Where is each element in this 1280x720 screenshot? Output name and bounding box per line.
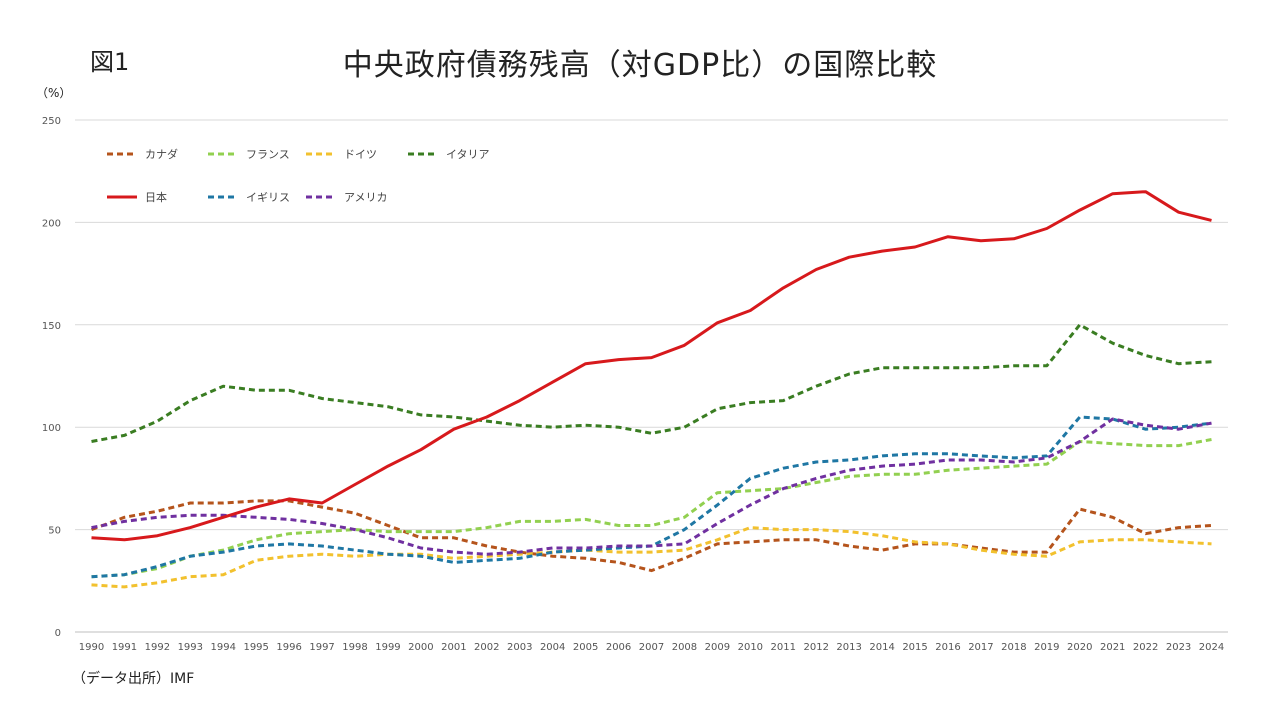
x-tick-label: 2000: [408, 642, 433, 653]
legend-entry: イギリス: [246, 191, 290, 204]
x-tick-label: 2023: [1166, 642, 1191, 653]
y-tick-label: 150: [42, 321, 61, 332]
x-tick-label: 1995: [243, 642, 268, 653]
legend-entry: カナダ: [145, 147, 178, 161]
x-tick-label: 2010: [738, 642, 763, 653]
x-tick-label: 2003: [507, 642, 532, 653]
x-tick-label: 1993: [178, 642, 203, 653]
x-tick-label: 1998: [342, 642, 367, 653]
legend-entry: 日本: [145, 190, 167, 204]
series-line: [91, 526, 1212, 589]
x-tick-label: 2001: [441, 642, 466, 653]
x-tick-label: 2012: [803, 642, 828, 653]
x-tick-label: 2014: [869, 642, 894, 653]
x-tick-label: 2018: [1001, 642, 1026, 653]
series-line: [91, 190, 1212, 542]
x-tick-label: 2024: [1199, 642, 1224, 653]
series-lines: [90, 190, 1212, 589]
y-tick-label: 0: [55, 628, 61, 639]
x-tick-label: 2019: [1034, 642, 1059, 653]
legend-entry: ドイツ: [344, 148, 377, 161]
x-tick-label: 1996: [276, 642, 301, 653]
x-tick-label: 1992: [145, 642, 170, 653]
legend-entry: イタリア: [446, 148, 490, 161]
y-axis-unit-label: （%）: [36, 86, 72, 100]
y-tick-label: 250: [42, 116, 61, 127]
x-tick-label: 2011: [771, 642, 796, 653]
x-tick-label: 2002: [474, 642, 499, 653]
legend-entry: フランス: [246, 148, 290, 161]
x-tick-label: 2004: [540, 642, 565, 653]
x-tick-label: 2022: [1133, 642, 1158, 653]
x-tick-label: 2005: [573, 642, 598, 653]
x-axis-ticks: 1990 1991 1992 1993 1994 1995 1996 1997 1998 1999…: [79, 642, 1225, 653]
x-tick-label: 2015: [902, 642, 927, 653]
legend-entry: アメリカ: [344, 191, 387, 204]
x-tick-label: 1994: [211, 642, 236, 653]
x-tick-label: 2006: [606, 642, 631, 653]
x-tick-label: 2013: [836, 642, 861, 653]
gridlines: [75, 119, 1228, 633]
y-axis-ticks: 0 50 100 150 200 250: [42, 116, 61, 639]
x-tick-label: 2009: [705, 642, 730, 653]
series-line: [91, 323, 1212, 443]
x-tick-label: 1991: [112, 642, 137, 653]
chart-title: 中央政府債務残高（対GDP比）の国際比較: [342, 48, 938, 83]
y-tick-label: 100: [42, 423, 61, 434]
figure-label: 図1: [90, 48, 130, 76]
series-line: [91, 417, 1212, 556]
x-tick-label: 2021: [1100, 642, 1125, 653]
x-tick-label: 2008: [672, 642, 697, 653]
x-tick-label: 2016: [935, 642, 960, 653]
y-tick-label: 50: [48, 526, 61, 537]
x-tick-label: 2020: [1067, 642, 1092, 653]
x-tick-label: 2007: [639, 642, 664, 653]
x-tick-label: 1990: [79, 642, 104, 653]
x-tick-label: 2017: [968, 642, 993, 653]
data-source-note: （データ出所）IMF: [72, 671, 195, 687]
x-tick-label: 1997: [309, 642, 334, 653]
x-tick-label: 1999: [375, 642, 400, 653]
y-tick-label: 200: [42, 218, 61, 229]
series-line: [91, 438, 1212, 579]
